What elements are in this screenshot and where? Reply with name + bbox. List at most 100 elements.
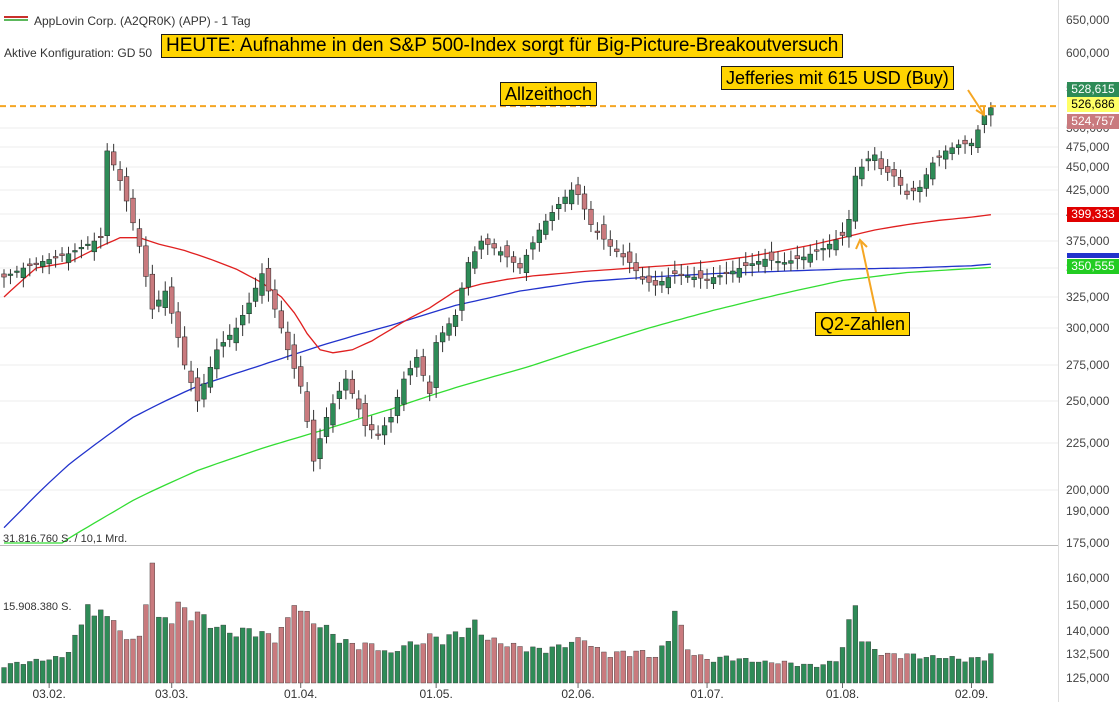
candle-body <box>336 390 343 399</box>
volume-bar <box>943 658 949 684</box>
candle-body <box>904 190 910 195</box>
candle-body <box>523 254 530 274</box>
candle-body <box>988 107 994 116</box>
candle <box>143 236 149 287</box>
candle-body <box>65 253 72 263</box>
candle-body <box>814 249 820 252</box>
candle-body <box>749 263 755 266</box>
volume-bar <box>885 652 891 684</box>
candle-body <box>143 245 149 277</box>
volume-bar <box>627 656 633 684</box>
candle-body <box>833 239 839 251</box>
candle <box>710 267 717 289</box>
volume-bar <box>569 641 575 684</box>
volume-bar <box>1 667 7 684</box>
legend-line-green <box>4 19 28 21</box>
x-tick-label: 03.02. <box>32 687 65 701</box>
y-tick-label: 475,000 <box>1066 140 1110 154</box>
candle-body <box>885 166 891 173</box>
volume-bar <box>72 634 78 684</box>
y-tick-label: 450,000 <box>1066 160 1110 174</box>
candle-body <box>40 261 46 267</box>
candle-body <box>820 248 826 251</box>
candle <box>498 246 504 263</box>
volume-bar <box>78 624 85 684</box>
candle <box>672 260 678 284</box>
candle-body <box>620 253 626 258</box>
volume-bar <box>98 609 104 684</box>
candle-body <box>955 144 962 148</box>
candle-body <box>910 187 917 192</box>
candle <box>872 147 878 171</box>
candle-body <box>736 268 742 278</box>
volume-bar <box>710 661 717 684</box>
candle-body <box>826 243 833 250</box>
volume-bar <box>149 562 155 684</box>
q2-annotation: Q2-Zahlen <box>815 312 911 336</box>
candle <box>717 265 723 285</box>
volume-bar <box>917 658 923 684</box>
candle-body <box>678 273 684 276</box>
volume-bar <box>646 657 652 684</box>
volume-bar <box>962 661 968 684</box>
volume-bar <box>59 657 65 684</box>
candle <box>201 373 207 408</box>
candle <box>568 182 575 211</box>
volume-bar <box>601 651 607 684</box>
y-tick-label: 132,500 <box>1066 647 1110 661</box>
candle-body <box>220 342 226 347</box>
candle-body <box>478 240 484 250</box>
candle-body <box>730 270 736 275</box>
volume-bar <box>607 657 613 684</box>
candle-body <box>852 175 859 222</box>
candle-body <box>517 263 523 269</box>
candle <box>704 268 710 289</box>
candle <box>536 223 543 252</box>
volume-bar <box>407 641 413 684</box>
candle <box>388 408 394 433</box>
candle <box>207 356 214 394</box>
volume-bar <box>433 636 439 684</box>
candle-body <box>414 357 420 368</box>
candle-body <box>510 256 517 263</box>
y-tick-label: 225,000 <box>1066 436 1110 450</box>
volume-bar <box>91 615 97 684</box>
candle-body <box>130 197 136 224</box>
volume-bar <box>343 639 349 684</box>
candle-body <box>472 251 478 269</box>
candle-body <box>801 256 807 261</box>
volume-bar <box>201 614 207 684</box>
candle <box>265 257 272 302</box>
candle <box>665 267 672 295</box>
candle-body <box>369 424 375 431</box>
volume-bar <box>549 646 555 684</box>
volume-bar <box>897 658 904 684</box>
volume-bar <box>543 652 549 684</box>
volume-bar <box>975 657 981 684</box>
q2-arrow <box>860 241 877 313</box>
candle <box>362 394 368 437</box>
candle <box>27 258 33 277</box>
volume-bar <box>104 616 110 684</box>
candle-body <box>252 287 259 302</box>
volume-bar <box>169 623 175 684</box>
candle-body <box>181 336 188 366</box>
volume-bar <box>768 662 775 684</box>
candle-body <box>949 147 955 154</box>
candles <box>1 102 994 472</box>
volume-bar <box>27 661 33 684</box>
candle-body <box>704 278 710 281</box>
candle <box>446 317 452 341</box>
candle <box>459 282 465 322</box>
candle <box>917 180 923 203</box>
candle-body <box>59 253 65 256</box>
candle-body <box>104 150 110 237</box>
candle <box>478 235 484 259</box>
volume-bar <box>246 628 252 684</box>
candle-body <box>27 263 33 267</box>
candle <box>833 229 839 256</box>
candle <box>85 236 91 250</box>
y-tick-label: 160,000 <box>1066 571 1110 585</box>
candle <box>756 250 762 272</box>
candle-body <box>710 277 717 284</box>
